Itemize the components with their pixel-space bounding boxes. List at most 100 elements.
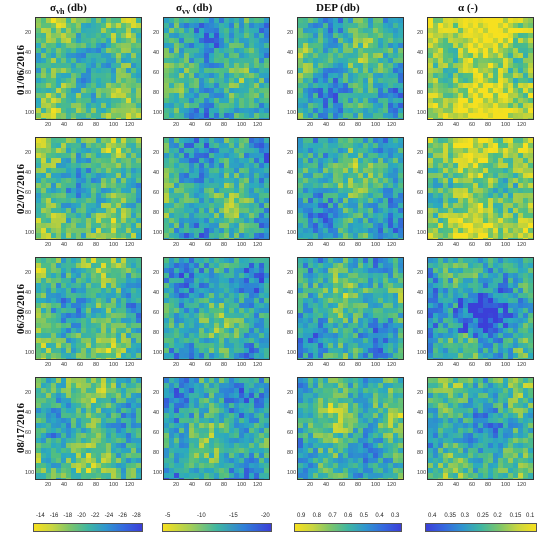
y-tick-label: 40 <box>25 410 32 416</box>
colorbar-tick-label: -28 <box>132 513 141 519</box>
x-tick-label: 80 <box>355 362 362 368</box>
y-tick-label: 100 <box>25 230 35 236</box>
x-tick-label: 120 <box>253 362 263 368</box>
x-tick-label: 40 <box>61 122 68 128</box>
x-tick-label: 100 <box>371 122 381 128</box>
x-tick-label: 100 <box>237 362 247 368</box>
x-tick-label: 20 <box>173 362 180 368</box>
y-tick-label: 80 <box>417 90 424 96</box>
map-panel-r4-c3 <box>297 377 404 480</box>
y-tick-label: 20 <box>153 30 160 36</box>
x-tick-label: 60 <box>469 122 476 128</box>
x-tick-label: 80 <box>93 362 100 368</box>
y-tick-label: 40 <box>153 290 160 296</box>
x-tick-label: 100 <box>109 242 119 248</box>
y-tick-label: 100 <box>153 470 163 476</box>
map-panel-r4-c2 <box>163 377 270 480</box>
y-tick-label: 100 <box>287 470 297 476</box>
x-tick-label: 20 <box>307 482 314 488</box>
colorbar-tick-label: 0.15 <box>509 513 522 519</box>
x-tick-label: 40 <box>61 362 68 368</box>
y-tick-label: 40 <box>287 50 294 56</box>
y-tick-label: 60 <box>417 430 424 436</box>
y-tick-label: 60 <box>153 310 160 316</box>
x-tick-label: 60 <box>205 242 212 248</box>
map-panel-r3-c3 <box>297 257 404 360</box>
y-tick-label: 60 <box>287 310 294 316</box>
x-tick-label: 120 <box>517 482 527 488</box>
x-tick-label: 80 <box>485 122 492 128</box>
x-tick-label: 100 <box>237 482 247 488</box>
x-tick-label: 60 <box>205 122 212 128</box>
x-tick-label: 60 <box>339 362 346 368</box>
y-tick-label: 20 <box>25 150 32 156</box>
x-tick-label: 120 <box>253 482 263 488</box>
y-tick-label: 100 <box>25 470 35 476</box>
y-tick-label: 100 <box>417 110 427 116</box>
y-tick-label: 100 <box>287 110 297 116</box>
x-tick-label: 100 <box>501 482 511 488</box>
x-tick-label: 20 <box>307 362 314 368</box>
y-tick-label: 20 <box>417 390 424 396</box>
x-tick-label: 20 <box>45 242 52 248</box>
colorbar-tick-label: 0.7 <box>328 513 337 519</box>
y-tick-label: 80 <box>153 330 160 336</box>
x-tick-label: 120 <box>387 362 397 368</box>
y-tick-label: 80 <box>287 90 294 96</box>
x-tick-label: 40 <box>323 122 330 128</box>
colorbar-tick-label: -22 <box>90 513 100 519</box>
y-tick-label: 80 <box>25 450 32 456</box>
colorbar-vv <box>162 523 272 532</box>
colorbar-tick-label: -20 <box>77 513 86 519</box>
x-tick-label: 100 <box>237 242 247 248</box>
y-tick-label: 80 <box>287 210 294 216</box>
y-tick-label: 40 <box>287 410 294 416</box>
map-panel-r1-c1 <box>35 17 142 120</box>
x-tick-label: 120 <box>517 362 527 368</box>
x-tick-label: 100 <box>371 482 381 488</box>
x-tick-label: 20 <box>437 362 444 368</box>
y-tick-label: 80 <box>153 450 160 456</box>
column-title-dep: DEP (db) <box>316 2 360 14</box>
x-tick-label: 120 <box>125 242 135 248</box>
x-tick-label: 40 <box>189 122 196 128</box>
x-tick-label: 100 <box>501 362 511 368</box>
y-tick-label: 20 <box>287 30 294 36</box>
y-tick-label: 40 <box>287 170 294 176</box>
y-tick-label: 20 <box>153 270 160 276</box>
x-tick-label: 120 <box>253 122 263 128</box>
x-tick-label: 40 <box>189 482 196 488</box>
x-tick-label: 20 <box>173 482 180 488</box>
y-tick-label: 60 <box>287 190 294 196</box>
colorbar-vh <box>33 523 143 532</box>
y-tick-label: 20 <box>417 150 424 156</box>
y-tick-label: 20 <box>287 150 294 156</box>
y-tick-label: 60 <box>417 190 424 196</box>
colorbar-tick-label: -5 <box>165 513 171 519</box>
x-tick-label: 100 <box>109 482 119 488</box>
colorbar-tick-label: 0.2 <box>493 513 502 519</box>
y-tick-label: 60 <box>25 70 32 76</box>
x-tick-label: 60 <box>205 482 212 488</box>
x-tick-label: 40 <box>189 242 196 248</box>
x-tick-label: 120 <box>387 122 397 128</box>
y-tick-label: 40 <box>287 290 294 296</box>
y-tick-label: 40 <box>25 50 32 56</box>
x-tick-label: 100 <box>371 362 381 368</box>
x-tick-label: 100 <box>501 242 511 248</box>
colorbar-tick-label: -24 <box>104 513 114 519</box>
x-tick-label: 60 <box>469 482 476 488</box>
x-tick-label: 100 <box>109 122 119 128</box>
column-title-alpha: α (-) <box>458 2 478 14</box>
x-tick-label: 20 <box>45 362 52 368</box>
column-title-vv: σvv (db) <box>176 2 213 17</box>
x-tick-label: 60 <box>339 122 346 128</box>
colorbar-tick-label: 0.9 <box>297 513 306 519</box>
x-tick-label: 60 <box>469 242 476 248</box>
y-tick-label: 60 <box>287 430 294 436</box>
colorbar-tick-label: 0.25 <box>477 513 489 519</box>
y-tick-label: 20 <box>287 390 294 396</box>
colorbar-tick-label: -15 <box>229 513 238 519</box>
y-tick-label: 80 <box>153 210 160 216</box>
y-tick-label: 60 <box>153 70 160 76</box>
